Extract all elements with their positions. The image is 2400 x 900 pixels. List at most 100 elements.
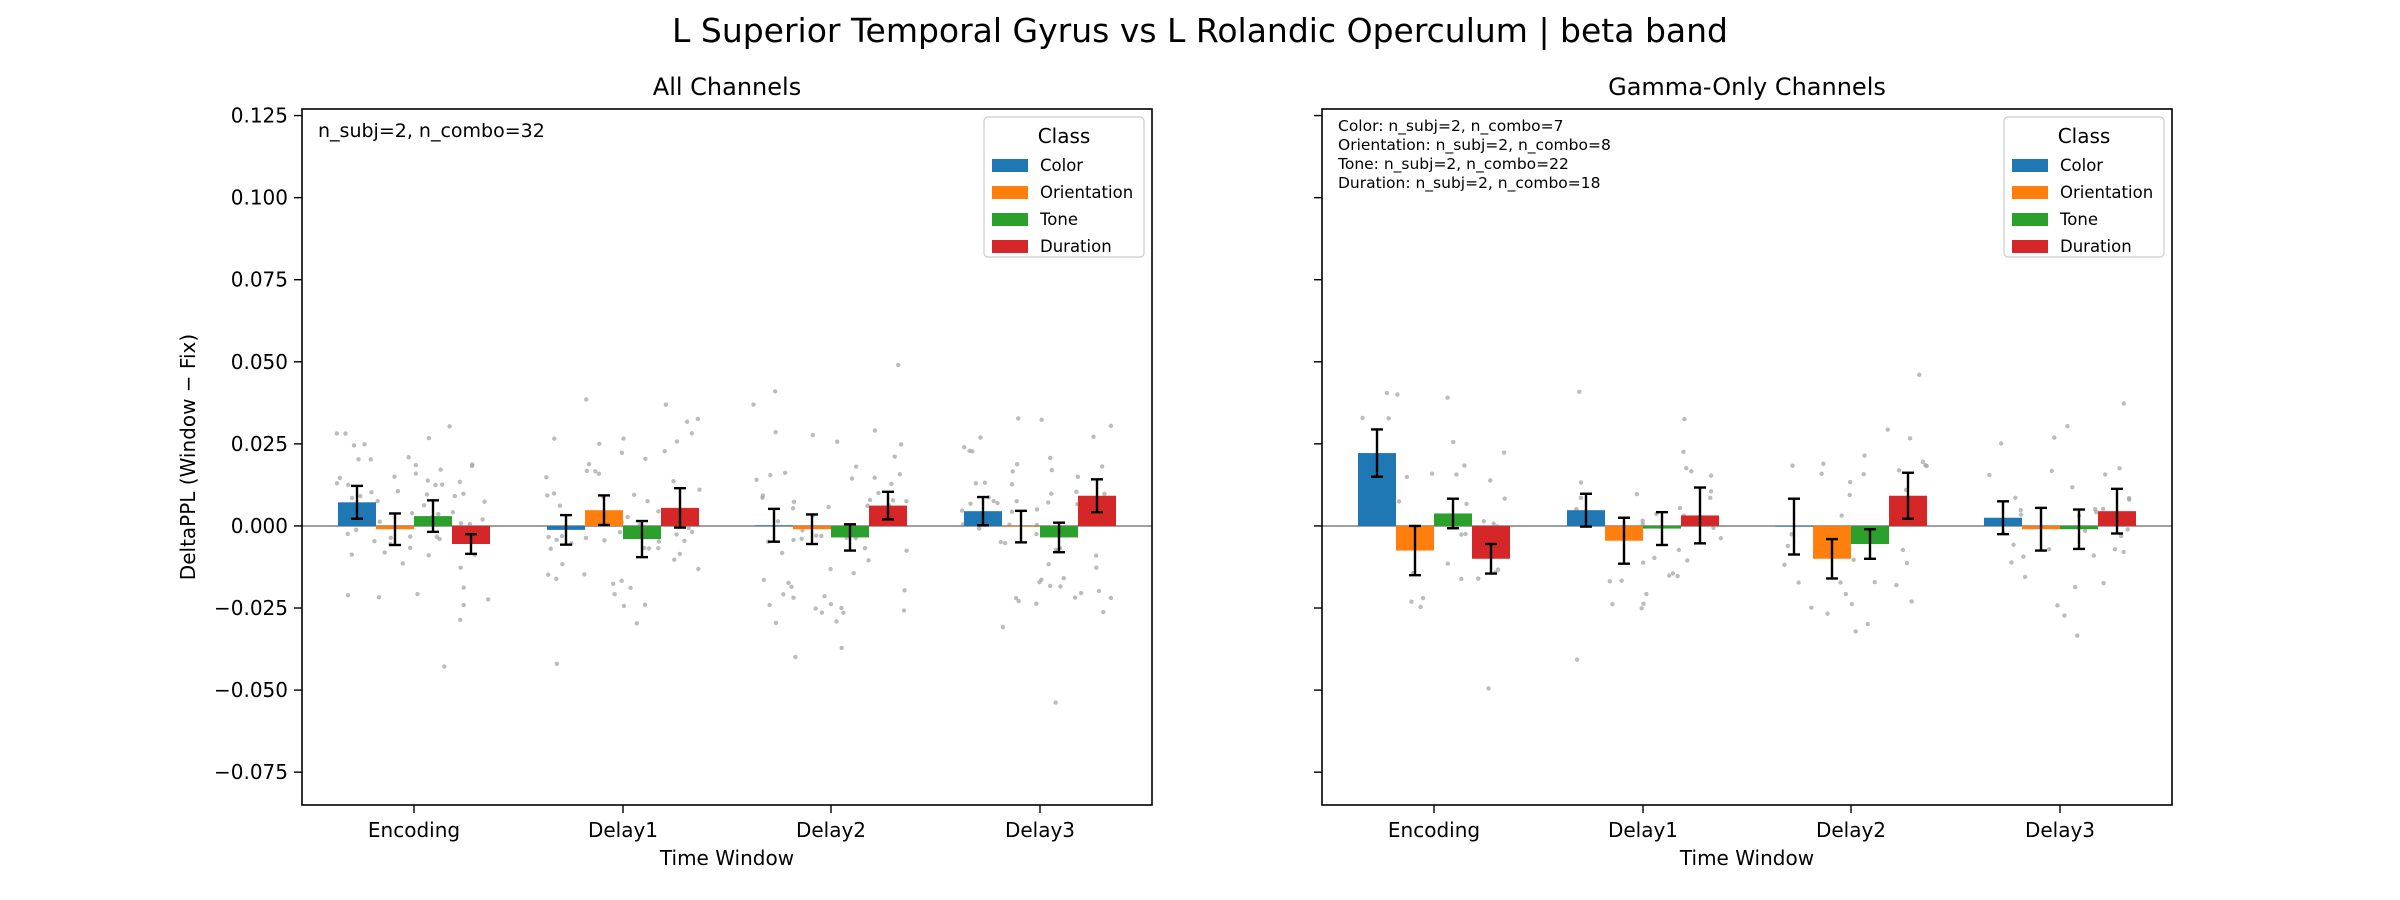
scatter-point [1108,423,1114,429]
scatter-point [897,472,903,477]
scatter-point [362,442,367,447]
scatter-point [634,621,640,626]
scatter-point [1047,583,1053,589]
scatter-point [962,444,967,450]
scatter-point [1476,576,1481,581]
subplot-title: Gamma-Only Channels [1608,73,1886,101]
scatter-point [1640,521,1645,527]
scatter-point [1711,525,1716,531]
scatter-point [1708,489,1714,494]
scatter-point [1862,453,1867,458]
y-tick-label: −0.075 [214,760,288,784]
scatter-point [1634,491,1640,497]
series-color [338,484,1002,546]
figure-title: L Superior Temporal Gyrus vs L Rolandic … [672,11,1728,50]
axes-frame [1321,108,2173,806]
scatter-point [2101,580,2106,586]
scatter-point [1014,462,1020,467]
scatter-point [1000,624,1006,630]
scatter-point [369,490,374,495]
scatter-point [1072,595,1078,600]
scatter-point [2013,495,2018,501]
scatter-point [351,443,357,448]
scatter-point [779,550,785,556]
scatter-point [1885,427,1890,432]
scatter-point [1396,499,1402,504]
scatter-point [682,538,687,544]
scatter-point [586,461,592,467]
scatter-point [560,562,565,567]
scatter-point [2126,495,2132,501]
panel-1: All Channels −0.075 −0.050 −0.025 0.000 0.025… [176,73,1153,870]
scatter-point [662,448,667,454]
scatter-point [1015,416,1021,421]
legend-swatch [992,213,1028,226]
scatter-point [1785,543,1790,549]
scatter-point [2070,485,2075,490]
scatter-point [619,578,624,584]
scatter-point [612,591,617,597]
annotation-text: Color: n_subj=2, n_combo=7 [1338,117,1564,136]
scatter-point [773,429,778,435]
scatter-point [800,528,805,533]
scatter-point [656,539,662,544]
scatter-point [1865,621,1870,627]
scatter-point [426,435,432,441]
scatter-point [619,450,625,456]
scatter-point [2062,613,2067,618]
scatter-point [1102,491,1107,496]
scatter-point [1010,469,1015,474]
scatter-point [643,456,648,461]
scatter-point [334,481,340,486]
scatter-point [1009,482,1015,487]
scatter-point [621,436,626,441]
scatter-point [2018,507,2023,513]
scatter-point [872,428,878,433]
scatter-point [1009,509,1015,514]
scatter-point [1894,582,1899,588]
legend-label: Tone [2059,210,2098,229]
scatter-point [551,491,557,496]
scatter-point [968,501,973,506]
scatter-point [1459,532,1464,537]
legend-title: Class [2058,124,2111,148]
scatter-point [377,519,382,524]
scatter-point [976,526,982,531]
legend-label: Duration [1040,237,1112,256]
scatter-point [991,498,996,504]
y-tick-label: 0.125 [231,104,288,128]
scatter-point [822,593,827,599]
scatter-point [470,462,475,467]
scatter-point [1821,461,1826,467]
scatter-point [1454,472,1459,477]
scatter-point [400,561,405,566]
scatter-point [1096,588,1102,594]
scatter-point [548,546,553,551]
scatter-point [1923,463,1928,468]
scatter-point [375,498,380,504]
scatter-point [1640,560,1646,565]
scatter-point [1491,521,1496,526]
scatter-point [1451,439,1456,445]
scatter-point [1641,601,1646,606]
scatter-point [2118,533,2124,539]
scatter-point [1462,463,1467,468]
legend-swatch [2012,240,2048,253]
scatter-point [772,389,778,394]
scatter-point [2009,560,2014,565]
legend: Class Color Orientation Tone Duration [983,116,1145,258]
scatter-point [1481,519,1486,524]
scatter-point [2051,435,2057,440]
scatter-point [839,605,844,611]
scatter-point [554,661,560,667]
series-orientation [1396,506,2060,580]
x-axis-label: Time Window [659,846,794,870]
scatter-point [584,468,590,474]
legend-label: Duration [2060,237,2132,256]
scatter-point [645,498,650,504]
scatter-point [1904,560,1910,566]
scatter-point [696,566,701,572]
scatter-point [898,442,904,447]
scatter-point [1843,591,1848,597]
